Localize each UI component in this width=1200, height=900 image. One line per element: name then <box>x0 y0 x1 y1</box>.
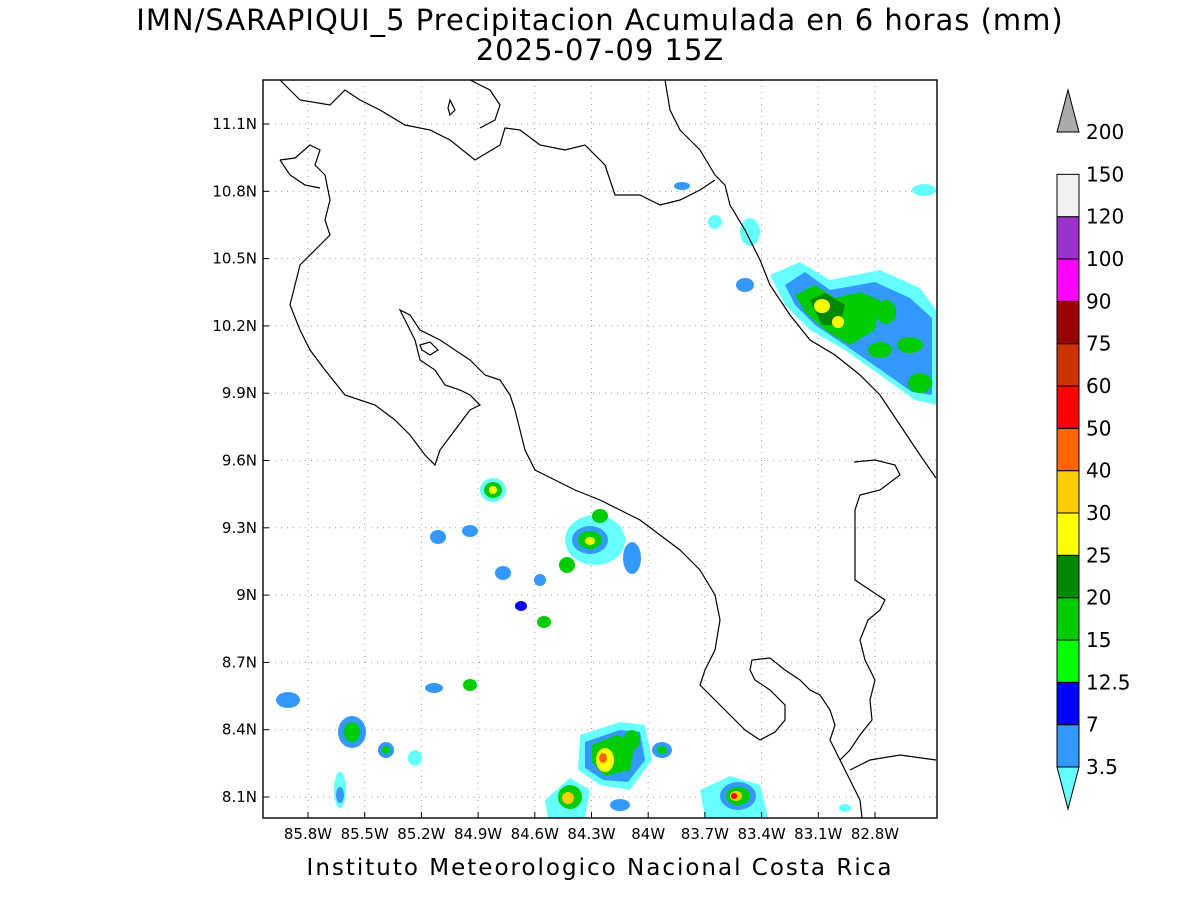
colorbar-swatch <box>1056 385 1080 429</box>
lon-tick-label: 84.9W <box>454 825 502 843</box>
colorbar-swatch <box>1056 343 1080 387</box>
precip-cell-south <box>276 692 851 818</box>
colorbar-level-label: 50 <box>1086 416 1111 440</box>
colorbar: 3.5 7 12.5 15 20 25 30 40 50 60 75 90 100 120 150 200 <box>1056 88 1131 811</box>
colorbar-level-label: 75 <box>1086 332 1111 356</box>
colorbar-level-label: 120 <box>1086 205 1124 229</box>
colorbar-level-label: 25 <box>1086 543 1111 567</box>
colorbar-swatch <box>1056 681 1080 726</box>
lat-tick-label: 10.2N <box>212 317 257 335</box>
lon-tick-label: 84W <box>631 825 665 843</box>
longitude-axis: 85.8W 85.5W 85.2W 84.9W 84.6W 84.3W 84W 83.7W 83… <box>284 812 899 843</box>
plot-frame <box>262 79 938 819</box>
lat-tick-label: 8.1N <box>222 788 257 806</box>
precip-cell-central <box>425 478 641 693</box>
lat-tick-label: 9N <box>236 586 257 604</box>
colorbar-level-label: 7 <box>1086 713 1099 737</box>
colorbar-level-label: 150 <box>1086 162 1124 186</box>
colorbar-swatch <box>1056 427 1080 472</box>
lat-tick-label: 9.3N <box>222 519 257 537</box>
lon-tick-label: 82.8W <box>851 825 899 843</box>
lon-tick-label: 85.5W <box>341 825 389 843</box>
lat-tick-label: 9.9N <box>222 384 257 402</box>
map-title: IMN/SARAPIQUI_5 Precipitacion Acumulada … <box>136 3 1064 37</box>
colorbar-level-label: 40 <box>1086 459 1111 483</box>
colorbar-swatch <box>1056 512 1080 556</box>
colorbar-swatch <box>1056 300 1080 345</box>
lat-tick-label: 11.1N <box>212 115 257 133</box>
colorbar-swatch <box>1056 724 1080 768</box>
grid-lines <box>263 80 937 818</box>
colorbar-level-label: 200 <box>1086 120 1124 144</box>
lon-tick-label: 83.4W <box>737 825 785 843</box>
colorbar-level-label: 12.5 <box>1086 670 1131 694</box>
lat-tick-label: 8.7N <box>222 653 257 671</box>
lon-tick-label: 83.1W <box>794 825 842 843</box>
coastline <box>279 79 937 819</box>
colorbar-level-label: 100 <box>1086 247 1124 271</box>
colorbar-level-label: 30 <box>1086 501 1111 525</box>
lon-tick-label: 85.8W <box>284 825 332 843</box>
colorbar-swatch <box>1056 258 1080 302</box>
colorbar-swatch <box>1056 766 1080 811</box>
lat-tick-label: 10.5N <box>212 250 257 268</box>
lat-tick-label: 10.8N <box>212 182 257 200</box>
colorbar-swatch <box>1056 216 1080 260</box>
colorbar-swatch <box>1056 639 1080 683</box>
footer-credit: Instituto Meteorologico Nacional Costa R… <box>306 855 894 881</box>
lon-tick-label: 84.6W <box>511 825 559 843</box>
colorbar-level-label: 20 <box>1086 586 1111 610</box>
lat-tick-label: 9.6N <box>222 452 257 470</box>
lon-tick-label: 85.2W <box>397 825 445 843</box>
colorbar-swatch <box>1056 173 1080 218</box>
precip-cell-ne <box>674 182 936 405</box>
colorbar-level-label: 60 <box>1086 374 1111 398</box>
map-timestamp: 2025-07-09 15Z <box>475 33 725 67</box>
precip-field <box>276 182 936 818</box>
colorbar-level-label: 3.5 <box>1086 755 1118 779</box>
lon-tick-label: 83.7W <box>681 825 729 843</box>
lon-tick-label: 84.3W <box>567 825 615 843</box>
colorbar-level-label: 15 <box>1086 628 1111 652</box>
colorbar-swatch <box>1056 597 1080 641</box>
colorbar-level-label: 90 <box>1086 289 1111 313</box>
colorbar-swatch <box>1056 88 1080 133</box>
lat-tick-label: 8.4N <box>222 721 257 739</box>
colorbar-swatch <box>1056 470 1080 514</box>
colorbar-swatch <box>1056 554 1080 599</box>
latitude-axis: 11.1N 10.8N 10.5N 10.2N 9.9N 9.6N 9.3N 9N 8.7N 8.… <box>212 115 269 806</box>
